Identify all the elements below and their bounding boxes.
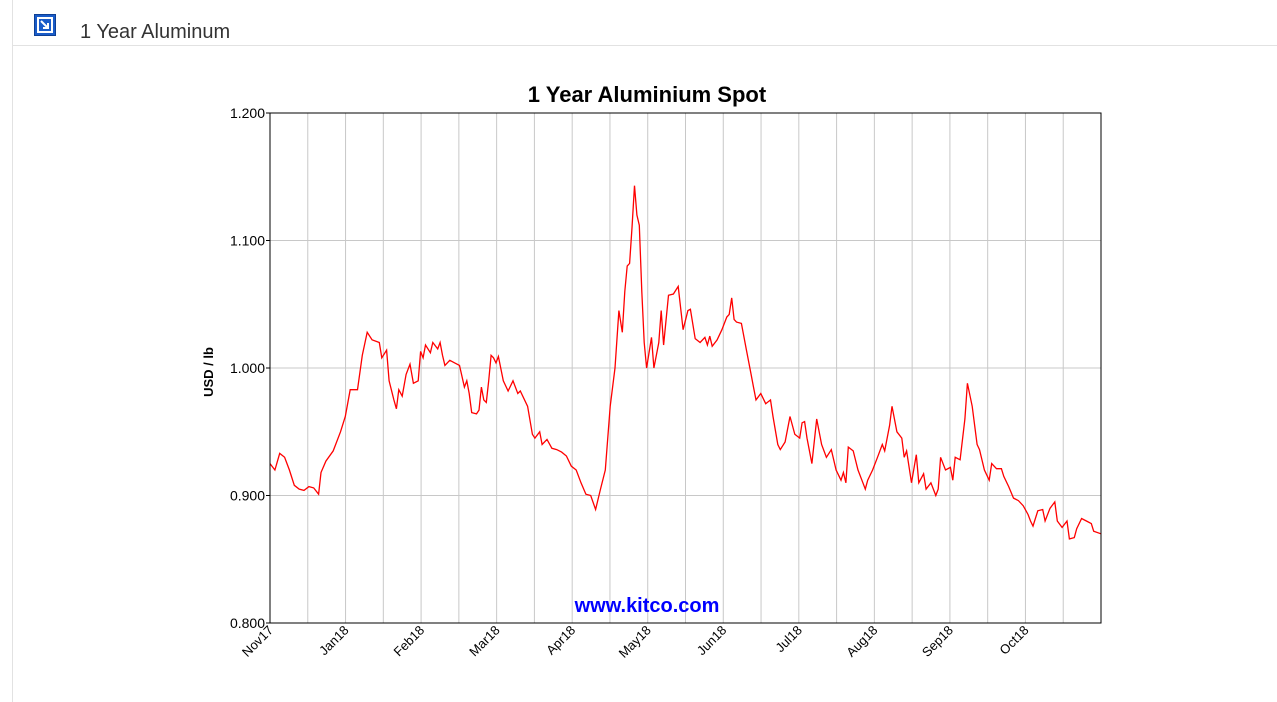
watermark-text: www.kitco.com xyxy=(574,595,720,617)
panel-header: 1 Year Aluminum xyxy=(13,0,1277,46)
y-tick-labels: 0.800 0.900 1.000 1.100 1.200 xyxy=(230,105,270,631)
y-tick-label: 0.900 xyxy=(230,488,265,504)
x-tick-labels: Nov17 Jan18 Feb18 Mar18 Apr18 May18 Jun18 Jul18… xyxy=(239,623,1032,661)
x-tick-label: Mar18 xyxy=(466,623,503,660)
grid-vertical xyxy=(307,113,1064,623)
x-tick-label: Jul18 xyxy=(772,623,805,656)
expand-button[interactable] xyxy=(34,14,56,36)
x-tick-label: Oct18 xyxy=(996,623,1031,658)
x-tick-label: Jun18 xyxy=(694,623,730,659)
y-tick-label: 1.000 xyxy=(230,360,265,376)
x-tick-label: Sep18 xyxy=(919,623,956,660)
panel-title: 1 Year Aluminum xyxy=(80,21,231,43)
expand-arrow-icon xyxy=(37,17,53,33)
x-tick-label: May18 xyxy=(616,623,654,661)
y-tick-label: 1.200 xyxy=(230,105,265,121)
chart-title: 1 Year Aluminium Spot xyxy=(528,82,767,107)
price-line xyxy=(269,185,1102,540)
x-tick-label: Aug18 xyxy=(843,623,880,660)
y-tick-label: 0.800 xyxy=(230,615,265,631)
x-tick-label: Feb18 xyxy=(391,623,428,660)
chart-panel: 1 Year Aluminum xyxy=(12,0,1277,702)
y-axis-label: USD / lb xyxy=(201,347,216,397)
x-tick-label: Jan18 xyxy=(316,623,352,659)
x-tick-label: Apr18 xyxy=(543,623,578,658)
y-tick-label: 1.100 xyxy=(230,233,265,249)
